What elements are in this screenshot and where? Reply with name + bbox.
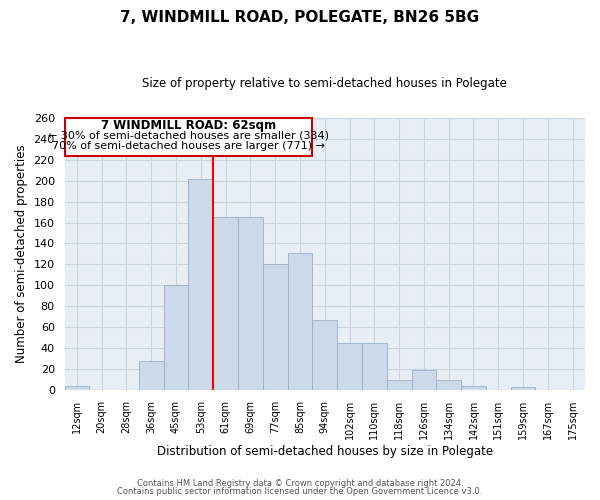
Bar [65, 386, 89, 390]
Bar [188, 178, 213, 390]
Title: Size of property relative to semi-detached houses in Polegate: Size of property relative to semi-detach… [142, 78, 507, 90]
Bar [313, 320, 337, 390]
Bar [287, 253, 313, 390]
Text: 7 WINDMILL ROAD: 62sqm: 7 WINDMILL ROAD: 62sqm [101, 119, 276, 132]
X-axis label: Distribution of semi-detached houses by size in Polegate: Distribution of semi-detached houses by … [157, 444, 493, 458]
Text: Contains public sector information licensed under the Open Government Licence v3: Contains public sector information licen… [118, 487, 482, 496]
Bar [238, 218, 263, 390]
FancyBboxPatch shape [65, 118, 312, 156]
Bar [362, 343, 387, 390]
Y-axis label: Number of semi-detached properties: Number of semi-detached properties [15, 144, 28, 364]
Text: ← 30% of semi-detached houses are smaller (334): ← 30% of semi-detached houses are smalle… [48, 131, 329, 141]
Bar [213, 218, 238, 390]
Bar [337, 343, 362, 390]
Text: 70% of semi-detached houses are larger (771) →: 70% of semi-detached houses are larger (… [52, 142, 325, 152]
Bar [436, 380, 461, 390]
Bar [263, 264, 287, 390]
Bar [139, 360, 164, 390]
Bar [412, 370, 436, 390]
Bar [387, 380, 412, 390]
Bar [164, 286, 188, 390]
Text: Contains HM Land Registry data © Crown copyright and database right 2024.: Contains HM Land Registry data © Crown c… [137, 478, 463, 488]
Bar [461, 386, 486, 390]
Text: 7, WINDMILL ROAD, POLEGATE, BN26 5BG: 7, WINDMILL ROAD, POLEGATE, BN26 5BG [121, 10, 479, 25]
Bar [511, 386, 535, 390]
